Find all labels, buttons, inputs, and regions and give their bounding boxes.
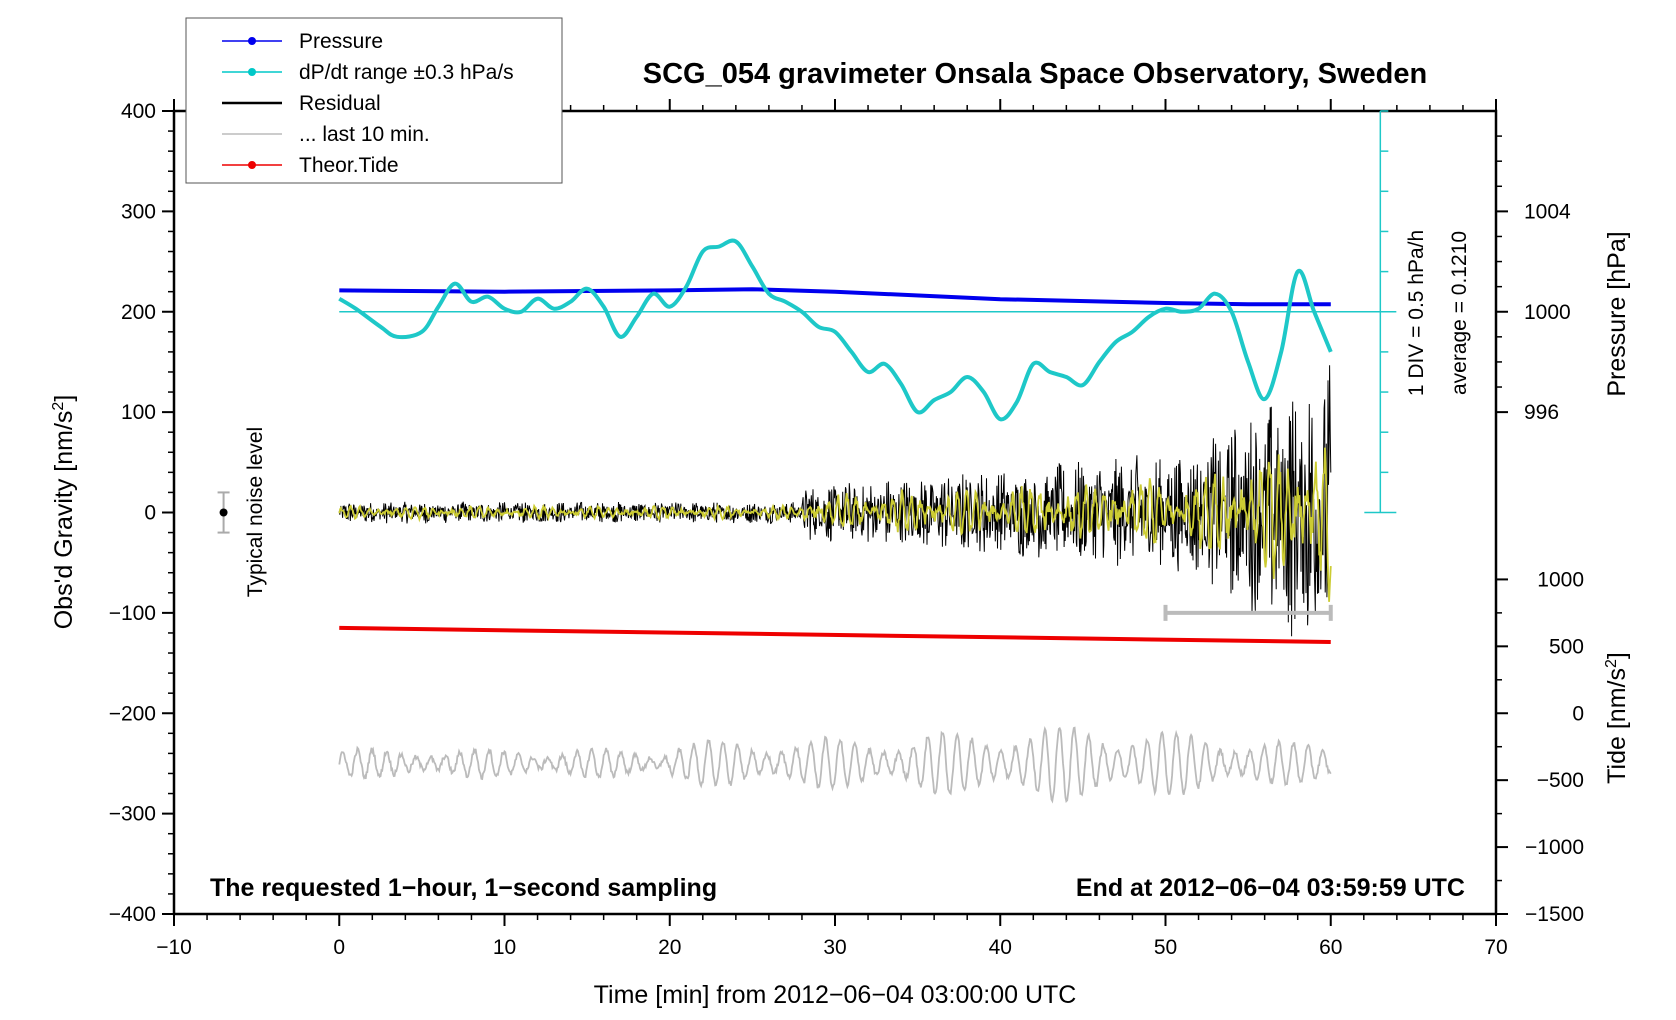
x-tick-label: 40 — [989, 936, 1012, 959]
y-tick-label: 300 — [121, 200, 156, 223]
noise-level-label: Typical noise level — [244, 427, 267, 597]
tide-tick-label: −1500 — [1525, 903, 1584, 926]
tide-axis-title-sup: 2 — [1603, 659, 1620, 668]
x-tick-label: −10 — [156, 936, 192, 959]
annotation-bottom-left: The requested 1−hour, 1−second sampling — [210, 874, 717, 902]
y-tick-label: −400 — [109, 903, 156, 926]
pressure-axis-title: Pressure [hPa] — [1603, 231, 1631, 396]
legend-label: dP/dt range ±0.3 hPa/s — [299, 61, 514, 84]
y-axis-title-left-sup: 2 — [50, 402, 67, 411]
y-axis-tide: 1000 500 0 −500 −1000 −1500 — [1496, 568, 1584, 926]
y-tick-label: 400 — [121, 100, 156, 123]
y-axis-title-left-main: Obs'd Gravity [nm/s — [50, 411, 78, 630]
tide-tick-label: −1000 — [1525, 836, 1584, 859]
y-axis-title-left-end: ] — [50, 395, 78, 402]
annotation-bottom-right: End at 2012−06−04 03:59:59 UTC — [1076, 874, 1465, 902]
x-tick-label: 50 — [1154, 936, 1177, 959]
legend-label: Pressure — [299, 30, 383, 53]
tide-layer — [339, 625, 1331, 644]
residual-filtered-line — [338, 447, 1332, 602]
y-axis-pressure: 1004 1000 996 — [1496, 135, 1571, 424]
tide-tick-label: 500 — [1549, 635, 1584, 658]
tide-line — [339, 625, 1331, 644]
y-tick-label: −200 — [109, 702, 156, 725]
residual-line — [338, 365, 1332, 637]
y-tick-label: 200 — [121, 301, 156, 324]
pressure-tick-label: 1000 — [1524, 301, 1571, 324]
pressure-tick-label: 1004 — [1524, 200, 1571, 223]
legend-label: Residual — [299, 92, 381, 115]
x-tick-label: 70 — [1484, 936, 1507, 959]
x-tick-label: 30 — [823, 936, 846, 959]
tide-axis-title-end: ] — [1603, 652, 1631, 659]
last-10-min-line — [338, 725, 1332, 804]
x-tick-label: 20 — [658, 936, 681, 959]
chart-title: SCG_054 gravimeter Onsala Space Observat… — [643, 58, 1427, 90]
y-axis-title-left: Obs'd Gravity [nm/s2] — [50, 395, 78, 630]
y-axis-left: 400 300 200 100 0 −100 −200 −300 −400 — [109, 100, 174, 926]
x-axis: −10 0 10 20 30 40 50 60 70 — [156, 914, 1508, 959]
tide-axis-title-main: Tide [nm/s — [1603, 668, 1631, 784]
legend-marker — [248, 37, 256, 45]
x-axis-title: Time [min] from 2012−06−04 03:00:00 UTC — [594, 981, 1077, 1009]
pressure-line — [339, 287, 1331, 307]
noise-point — [219, 508, 228, 517]
last-10-min-bracket — [1163, 604, 1333, 621]
tide-tick-label: 1000 — [1537, 568, 1584, 591]
dpdt-div-label: 1 DIV = 0.5 hPa/h — [1405, 230, 1428, 396]
y-tick-label: 100 — [121, 401, 156, 424]
x-tick-label: 60 — [1319, 936, 1342, 959]
x-tick-label: 0 — [333, 936, 345, 959]
dpdt-average-label: average = 0.1210 — [1448, 231, 1471, 395]
y-tick-label: −100 — [109, 602, 156, 625]
tide-axis-title: Tide [nm/s2] — [1603, 652, 1631, 784]
dpdt-layer — [338, 238, 1333, 422]
tide-tick-label: −500 — [1537, 769, 1584, 792]
legend-marker — [248, 68, 256, 76]
legend-label: ... last 10 min. — [299, 123, 430, 146]
y-tick-label: 0 — [144, 502, 156, 525]
noise-level-marker — [217, 491, 230, 534]
legend: Pressure dP/dt range ±0.3 hPa/s Residual..… — [185, 17, 563, 184]
last-10-min-layer — [338, 725, 1332, 804]
x-tick-label: 10 — [493, 936, 516, 959]
legend-label: Theor.Tide — [299, 154, 399, 177]
tide-tick-label: 0 — [1572, 702, 1584, 725]
legend-box — [185, 17, 563, 184]
legend-marker — [248, 161, 256, 169]
y-tick-label: −300 — [109, 803, 156, 826]
residual-filtered-layer — [338, 447, 1332, 602]
pressure-tick-label: 996 — [1524, 401, 1559, 424]
residual-layer — [338, 365, 1332, 637]
dpdt-line — [338, 238, 1333, 422]
